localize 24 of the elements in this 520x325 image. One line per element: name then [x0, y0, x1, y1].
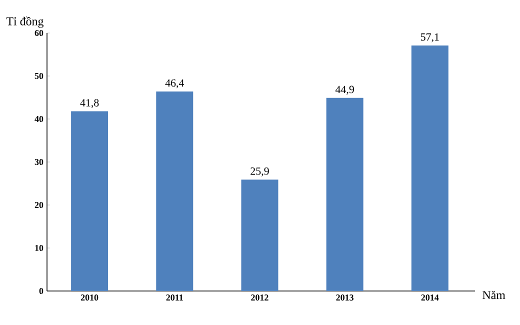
data-label: 57,1 [420, 33, 439, 42]
y-tick-label: 50 [34, 72, 44, 80]
y-tick-label: 10 [35, 244, 44, 252]
y-tick-label: 30 [34, 158, 44, 166]
x-tick-label: 2011 [166, 294, 183, 301]
data-label: 25,9 [250, 167, 269, 176]
y-tick-label: 40 [34, 116, 44, 122]
bar [411, 45, 448, 291]
bar [241, 180, 278, 291]
x-axis-title: Năm [482, 290, 506, 300]
y-tick-label: 20 [34, 202, 44, 208]
bar [71, 111, 108, 291]
bar [326, 98, 364, 291]
x-tick-label: 2013 [336, 294, 354, 301]
x-tick-label: 2010 [80, 294, 98, 301]
data-label: 41,8 [80, 99, 99, 108]
y-axis-title: Tỉ đồng [6, 16, 44, 28]
data-label: 46,4 [165, 79, 184, 88]
bar [156, 91, 194, 291]
data-label: 44,9 [335, 86, 354, 95]
y-tick-label: 0 [39, 288, 44, 294]
x-tick-label: 2012 [251, 294, 268, 301]
y-tick-label: 60 [34, 30, 44, 36]
x-tick-label: 2014 [421, 294, 439, 301]
